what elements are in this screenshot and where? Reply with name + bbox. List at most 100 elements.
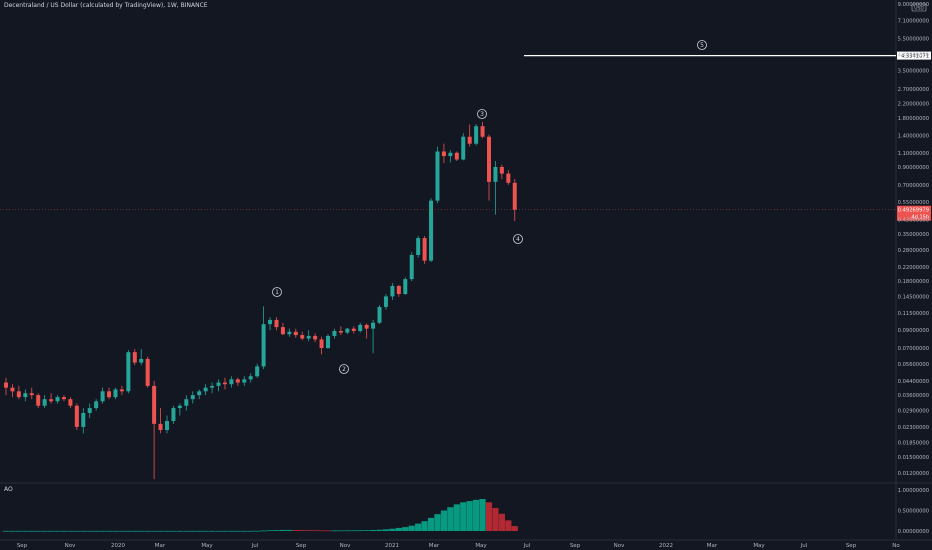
price-axis-tick: 0.02900000: [898, 408, 929, 414]
ao-bar: [376, 529, 383, 531]
ao-bar: [286, 529, 293, 531]
time-axis-tick: No: [892, 543, 900, 549]
candle-body: [139, 358, 144, 363]
candle-body: [81, 412, 86, 427]
ao-bar: [312, 530, 319, 532]
candle-body: [132, 352, 137, 363]
ao-bar: [125, 530, 132, 532]
ao-bar: [292, 530, 299, 531]
time-axis-tick: Nov: [340, 543, 351, 549]
time-axis-tick: Nov: [614, 543, 625, 549]
wave-label-circle: [272, 287, 282, 297]
time-axis-tick: May: [753, 543, 765, 549]
candle-body: [107, 391, 112, 398]
target-price-value: 4.3341071: [901, 54, 929, 60]
ao-bar: [305, 530, 312, 531]
price-axis-tick: 0.14500000: [898, 294, 929, 300]
price-axis-tick: 0.90000000: [898, 165, 929, 171]
price-axis-tick: 0.28000000: [898, 248, 929, 254]
ao-bar: [93, 530, 100, 532]
time-axis-tick: Jul: [523, 543, 531, 549]
time-axis-tick: Jul: [800, 543, 808, 549]
ao-bar: [447, 507, 454, 531]
candle-body: [467, 136, 472, 144]
axes: 9.00000000 7.10000000 5.50000000 4.40000000…: [17, 2, 929, 549]
wave-label: 5: [700, 42, 704, 49]
ao-bar: [453, 504, 460, 531]
ao-bar: [73, 530, 80, 532]
price-axis-tick: 0.05600000: [898, 362, 929, 368]
time-axis-tick: Sep: [296, 543, 307, 549]
ao-bar: [80, 530, 87, 532]
scale-badge-text: USD: [914, 6, 924, 12]
candle-body: [74, 405, 79, 427]
price-axis-tick: 0.04400000: [898, 379, 929, 385]
ao-bar: [208, 530, 216, 532]
ao-bar: [299, 530, 306, 531]
ao-bar: [131, 530, 138, 532]
candle-body: [506, 173, 511, 183]
ao-bar: [28, 530, 35, 532]
candle-body: [338, 330, 343, 333]
ao-bar: [2, 530, 10, 532]
ao-axis-tick: 0.50000000: [898, 509, 929, 515]
ao-bar: [170, 530, 177, 532]
price-axis-tick: 0.43000000: [898, 217, 929, 223]
ao-bar: [105, 530, 113, 532]
ao-bar: [144, 530, 151, 532]
ao-bar: [228, 530, 235, 532]
candle-body: [49, 399, 54, 402]
price-axis-tick: 0.18000000: [898, 279, 929, 285]
ao-bar: [415, 523, 422, 531]
time-axis-tick: Sep: [17, 543, 28, 549]
price-axis-tick: 5.50000000: [898, 37, 929, 43]
candle-body: [242, 379, 247, 383]
price-axis-tick: 0.09000000: [898, 328, 929, 334]
time-axis-tick: Jul: [251, 543, 259, 549]
time-axis-tick: Mar: [429, 543, 440, 549]
ao-bar: [35, 530, 42, 532]
candle-body: [403, 279, 408, 294]
candle-body: [474, 126, 479, 144]
candle-body: [448, 152, 453, 157]
price-axis-tick: 9.00000000: [898, 2, 929, 8]
candle-body: [229, 379, 234, 385]
price-axis-tick: 0.03600000: [898, 393, 929, 399]
ao-bar: [331, 530, 338, 532]
price-axis-tick: 0.01200000: [898, 471, 929, 477]
candle-body: [493, 167, 498, 182]
price-axis-tick: 0.02300000: [898, 425, 929, 431]
candle-body: [319, 339, 324, 349]
wave-label: 2: [342, 366, 346, 373]
ao-axis-tick: 0.00000000: [898, 529, 929, 535]
ao-bar: [324, 530, 332, 532]
candle-body: [326, 335, 330, 349]
wave-label-circle: [477, 109, 487, 119]
candle-body: [145, 358, 150, 386]
candle-body: [42, 399, 47, 406]
time-axis-tick: 2022: [659, 543, 673, 549]
ao-bar: [498, 513, 505, 531]
candle-body: [306, 335, 311, 339]
ao-bar: [492, 508, 499, 531]
price-axis-tick: 0.01500000: [898, 455, 929, 461]
ao-bar: [202, 530, 209, 532]
ao-bar: [247, 530, 254, 532]
candle-body: [293, 331, 298, 336]
ao-bar: [22, 530, 29, 532]
price-axis-tick: 2.20000000: [898, 102, 929, 108]
ao-bar: [163, 530, 171, 532]
current-price-label-bg: [897, 205, 931, 221]
ao-bar: [266, 530, 274, 532]
candle-body: [383, 296, 388, 307]
price-axis-tick: 1.10000000: [898, 151, 929, 157]
ao-bar: [460, 502, 467, 531]
candles: [4, 121, 517, 480]
candle-body: [371, 322, 376, 329]
candle-body: [197, 391, 202, 396]
candle-body: [487, 136, 491, 182]
candle-body: [29, 393, 34, 396]
candle-body: [68, 399, 73, 406]
candle-body: [280, 327, 285, 335]
